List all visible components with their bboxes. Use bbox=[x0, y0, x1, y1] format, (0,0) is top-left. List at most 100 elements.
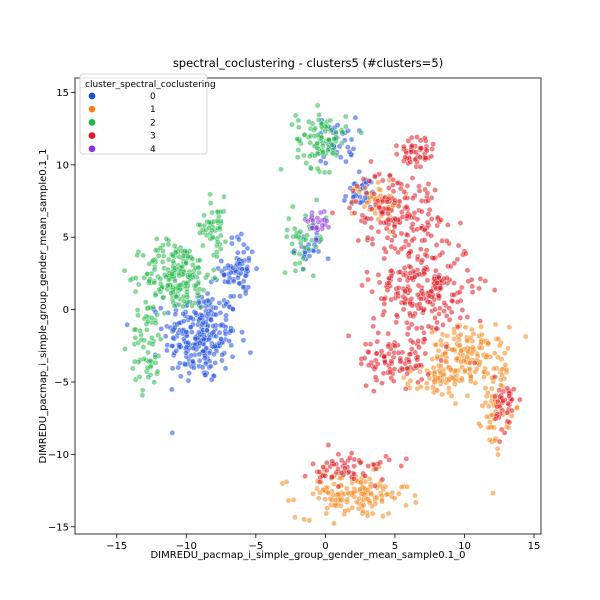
data-point bbox=[176, 282, 183, 288]
data-point bbox=[428, 233, 434, 239]
data-point bbox=[365, 234, 371, 241]
data-point bbox=[313, 236, 319, 243]
data-point bbox=[213, 333, 219, 339]
data-point bbox=[335, 451, 342, 458]
y-tick-label: 15 bbox=[56, 88, 69, 99]
data-point bbox=[325, 255, 331, 262]
data-point bbox=[441, 308, 447, 314]
data-point bbox=[455, 324, 461, 330]
data-point bbox=[498, 376, 504, 383]
data-point bbox=[321, 169, 328, 176]
legend-marker-0 bbox=[88, 92, 96, 100]
data-point bbox=[296, 251, 303, 257]
data-point bbox=[372, 465, 379, 472]
data-point bbox=[517, 396, 523, 403]
data-point bbox=[247, 349, 254, 356]
data-point bbox=[292, 268, 299, 274]
data-point bbox=[478, 323, 484, 330]
data-point bbox=[331, 520, 337, 527]
data-point bbox=[293, 233, 299, 240]
data-point bbox=[368, 224, 375, 231]
data-point bbox=[170, 335, 176, 341]
data-point bbox=[504, 385, 510, 391]
data-point bbox=[357, 459, 364, 466]
data-point bbox=[137, 328, 143, 334]
data-point bbox=[484, 414, 490, 420]
data-point bbox=[216, 300, 223, 306]
data-point bbox=[176, 344, 183, 350]
data-point bbox=[356, 169, 362, 175]
data-point bbox=[424, 219, 431, 226]
data-point bbox=[212, 360, 218, 366]
data-point bbox=[155, 253, 162, 259]
data-point bbox=[127, 277, 134, 283]
data-point bbox=[402, 154, 408, 161]
series-3 bbox=[302, 134, 523, 490]
data-point bbox=[339, 140, 345, 146]
data-point bbox=[375, 330, 381, 336]
data-point bbox=[200, 242, 206, 249]
data-point bbox=[495, 354, 501, 361]
y-axis-label: DIMREDU_pacmap_i_simple_group_gender_mea… bbox=[38, 148, 49, 463]
data-point bbox=[169, 365, 176, 372]
data-point bbox=[442, 350, 448, 357]
data-point bbox=[163, 236, 170, 242]
data-point bbox=[439, 331, 446, 338]
data-point bbox=[200, 287, 207, 293]
data-point bbox=[438, 342, 445, 348]
data-point bbox=[345, 333, 352, 339]
data-point bbox=[435, 274, 442, 281]
data-point bbox=[390, 378, 397, 384]
data-point bbox=[403, 231, 410, 238]
data-point bbox=[308, 165, 314, 172]
data-point bbox=[368, 215, 374, 222]
data-point bbox=[229, 240, 235, 247]
data-point bbox=[362, 473, 368, 479]
data-point bbox=[479, 331, 485, 338]
data-point bbox=[182, 361, 188, 368]
data-point bbox=[372, 483, 378, 489]
data-point bbox=[237, 293, 243, 299]
data-point bbox=[381, 255, 387, 262]
data-point bbox=[169, 271, 175, 277]
data-point bbox=[386, 185, 392, 191]
data-point bbox=[236, 236, 242, 243]
data-point bbox=[414, 385, 421, 392]
data-point bbox=[372, 210, 379, 217]
data-point bbox=[301, 245, 308, 251]
data-point bbox=[379, 380, 385, 386]
data-point bbox=[430, 255, 437, 261]
data-point bbox=[345, 490, 351, 496]
data-point bbox=[144, 365, 151, 371]
data-point bbox=[218, 232, 224, 239]
data-point bbox=[187, 272, 193, 279]
data-point bbox=[356, 189, 363, 195]
data-point bbox=[401, 265, 408, 271]
data-point bbox=[402, 300, 408, 306]
data-point bbox=[182, 248, 188, 254]
data-point bbox=[307, 133, 314, 139]
data-point bbox=[213, 305, 219, 311]
data-point bbox=[430, 141, 436, 147]
data-point bbox=[412, 156, 418, 163]
data-point bbox=[424, 385, 430, 391]
data-point bbox=[249, 249, 255, 255]
data-point bbox=[355, 505, 362, 512]
data-point bbox=[296, 124, 302, 131]
data-point bbox=[244, 245, 251, 252]
data-point bbox=[457, 315, 464, 321]
data-point bbox=[433, 325, 440, 332]
data-point bbox=[492, 416, 499, 422]
data-point bbox=[487, 419, 493, 425]
data-point bbox=[351, 471, 357, 477]
data-point bbox=[238, 231, 244, 237]
data-point bbox=[409, 175, 416, 181]
data-point bbox=[407, 270, 413, 276]
data-point bbox=[406, 250, 413, 256]
data-point bbox=[383, 453, 389, 460]
data-point bbox=[368, 491, 374, 497]
data-point bbox=[335, 483, 342, 490]
data-point bbox=[316, 495, 322, 501]
data-point bbox=[418, 246, 424, 252]
